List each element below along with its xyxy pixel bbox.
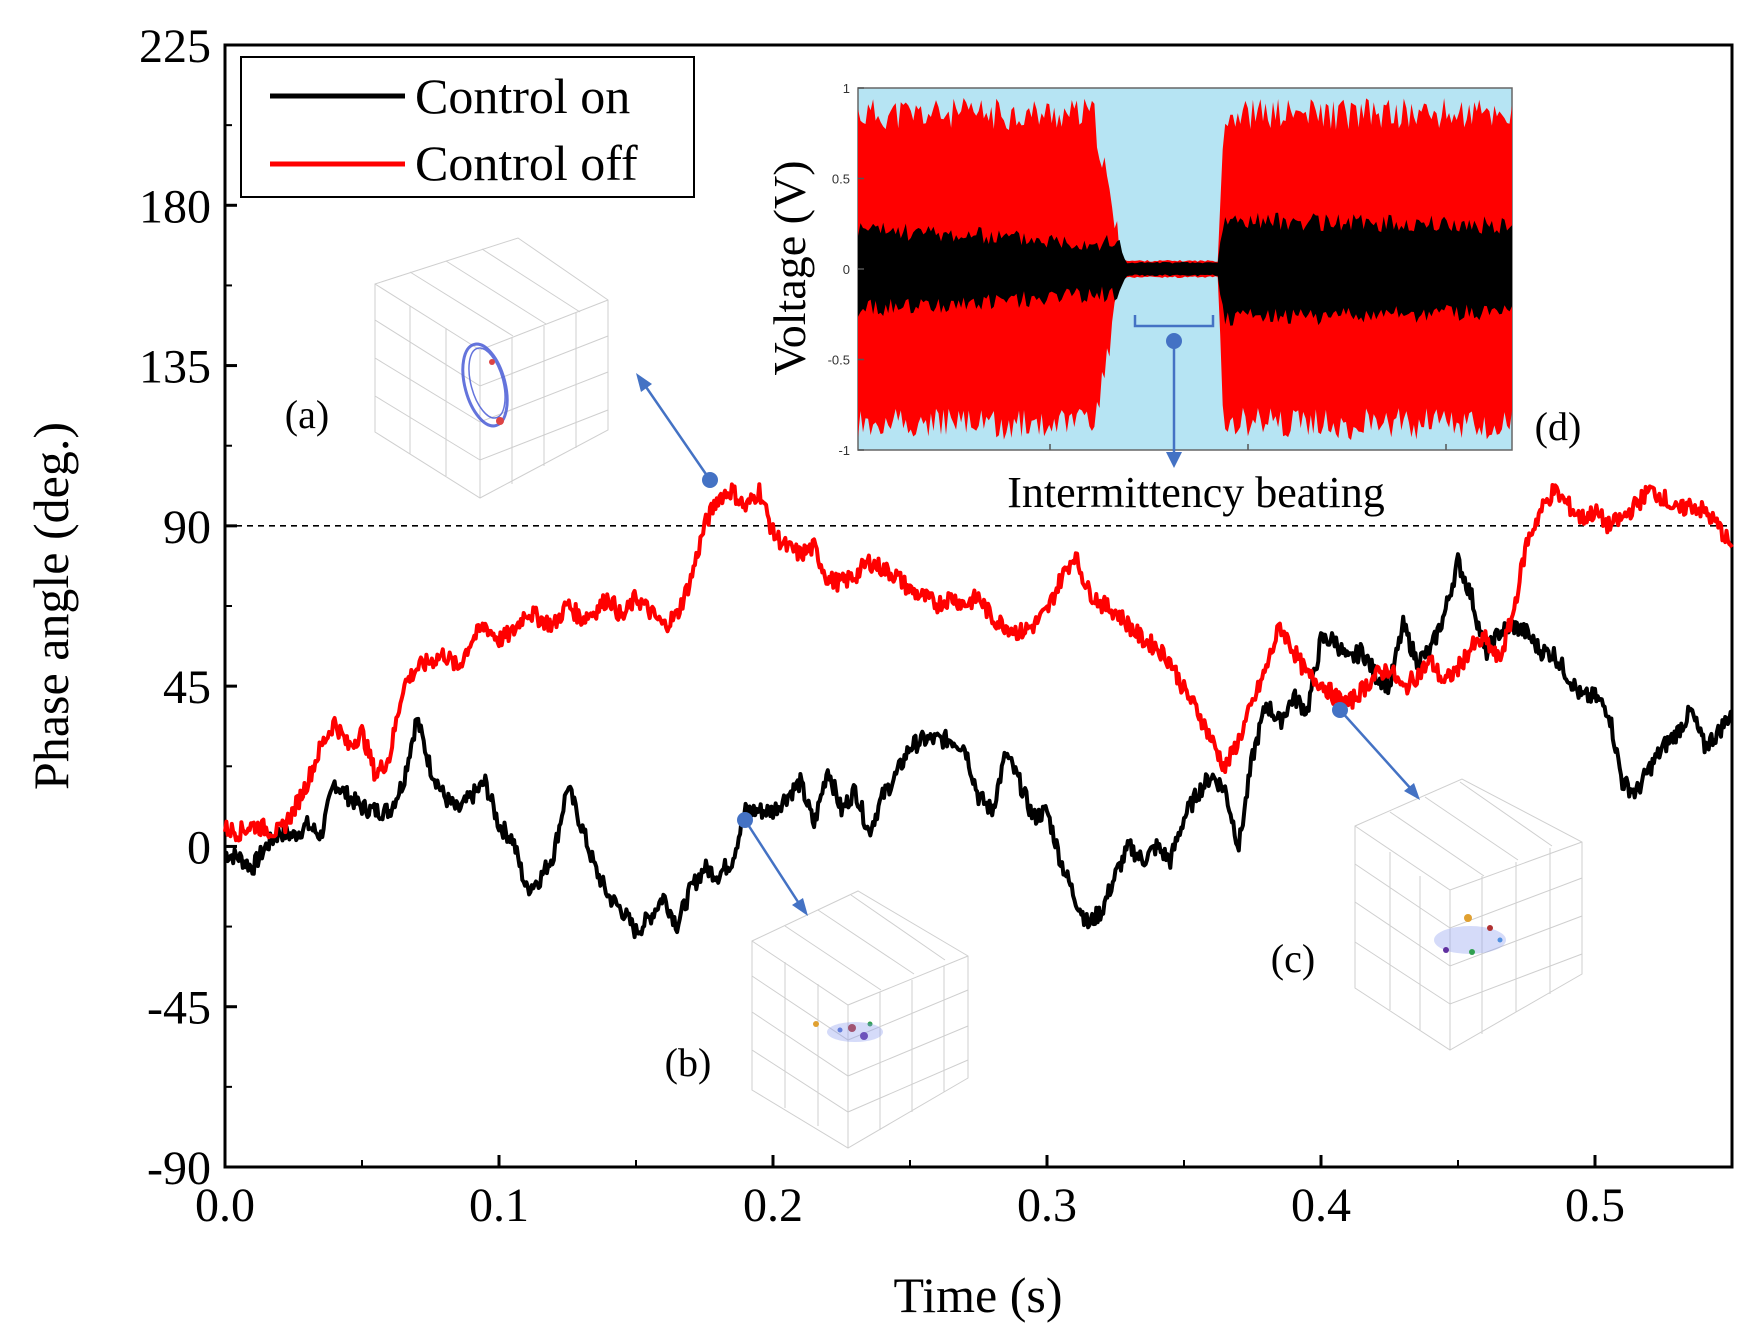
y-tick-label: 0 <box>187 821 211 874</box>
series-layer <box>223 482 1734 940</box>
x-axis-label: Time (s) <box>893 1267 1062 1323</box>
pointer-arrow-a <box>642 383 712 481</box>
inset-y-tick-label: -0.5 <box>828 353 850 368</box>
inset-phase-portrait-b: (b) <box>665 812 969 1149</box>
y-tick-label: -45 <box>147 982 211 1035</box>
y-tick-label: 225 <box>139 20 211 73</box>
pointer-arrow-c <box>1339 709 1413 791</box>
inset-c-scatter <box>1434 914 1506 955</box>
y-tick-label: 180 <box>139 180 211 233</box>
legend: Control on Control off <box>240 56 695 198</box>
inset-a-attractor-ring <box>461 342 509 428</box>
series-line-control-on <box>223 552 1733 940</box>
annotation-c: (c) <box>1271 936 1315 981</box>
annotation-b: (b) <box>665 1040 712 1085</box>
x-tick-label: 0.0 <box>195 1179 255 1232</box>
inset-a-point-red <box>489 359 495 365</box>
inset-y-tick-label: 1 <box>843 81 850 96</box>
pointer-arrow-head-a <box>636 373 652 392</box>
x-tick-label: 0.4 <box>1291 1179 1351 1232</box>
x-tick-label: 0.1 <box>469 1179 529 1232</box>
y-axis-label: Phase angle (deg.) <box>23 422 79 790</box>
annotation-a: (a) <box>285 392 329 437</box>
x-axis-ticks: 0.0 0.1 0.2 0.3 0.4 0.5 <box>195 1155 1733 1232</box>
inset-series-control-on <box>858 212 1512 326</box>
inset-y-axis-label: Voltage (V) <box>764 160 815 375</box>
inset-voltage-plot: 1 0.5 0 -0.5 -1 Voltage (V) Intermittency be… <box>764 81 1581 517</box>
pointer-arrow-b <box>743 819 802 906</box>
legend-box <box>240 56 695 198</box>
x-tick-label: 0.2 <box>743 1179 803 1232</box>
inset-a-grid <box>374 237 609 499</box>
intermittency-arrow-head <box>1166 452 1182 468</box>
y-axis-ticks: -90 -45 0 45 90 135 180 225 <box>139 20 237 1195</box>
inset-y-tick-label: 0 <box>843 262 850 277</box>
inset-phase-portrait-c: (c) <box>1271 702 1583 1051</box>
y-tick-label: -90 <box>147 1142 211 1195</box>
x-tick-label: 0.3 <box>1017 1179 1077 1232</box>
inset-b-grid <box>751 890 969 1149</box>
inset-y-tick-label: -1 <box>838 443 850 458</box>
inset-a-point-red <box>496 417 504 425</box>
pointer-arrow-head-c <box>1404 783 1420 800</box>
inset-y-tick-label: 0.5 <box>832 172 850 187</box>
inset-y-ticks: 1 0.5 0 -0.5 -1 <box>828 81 864 458</box>
inset-phase-portrait-a: (a) <box>285 237 718 499</box>
legend-label-control-on: Control on <box>415 68 630 124</box>
y-tick-label: 45 <box>163 661 211 714</box>
pointer-arrow-head-b <box>792 898 808 916</box>
inset-b-scatter <box>813 1021 883 1042</box>
intermittency-bracket <box>1133 315 1215 328</box>
y-tick-label: 135 <box>139 341 211 394</box>
inset-c-grid <box>1354 778 1583 1051</box>
y-tick-label: 90 <box>163 501 211 554</box>
annotation-d: (d) <box>1535 404 1582 449</box>
x-tick-label: 0.5 <box>1565 1179 1625 1232</box>
legend-label-control-off: Control off <box>415 135 638 191</box>
series-line-control-off <box>223 482 1734 843</box>
intermittency-beating-label: Intermittency beating <box>1007 468 1385 517</box>
